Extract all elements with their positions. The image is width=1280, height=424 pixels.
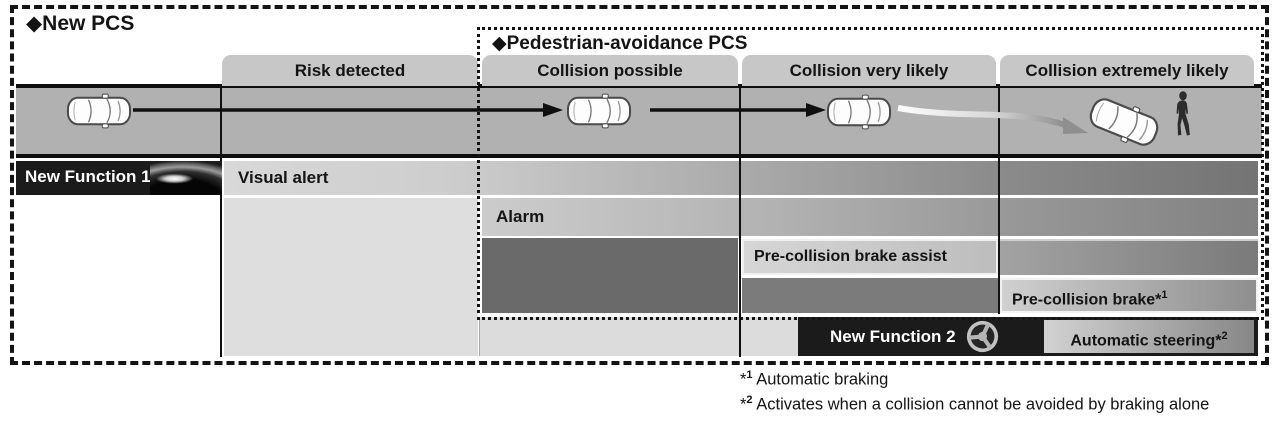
column-line-4 (998, 84, 1000, 314)
column-line-1 (220, 84, 222, 357)
footnote-marker: * (1215, 332, 1222, 350)
header-collision-very-likely: Collision very likely (742, 55, 996, 86)
alarm-label: Alarm (496, 207, 545, 226)
footnote-1: *1 Automatic braking (740, 369, 888, 390)
brake-assist-band-continuation (1000, 239, 1258, 275)
car-swerving-wrap (1083, 90, 1165, 154)
footnote-sup: 2 (1221, 330, 1228, 342)
pre-collision-brake-label: Pre-collision brake (1012, 291, 1156, 309)
dashboard-visual-alert-image (150, 161, 222, 195)
new-pcs-title: ◆New PCS (26, 12, 135, 35)
automatic-steering-label: Automatic steering (1070, 332, 1216, 350)
collision-possible-dark-block (482, 238, 738, 313)
pedestrian-avoidance-pcs-title: ◆Pedestrian-avoidance PCS (492, 33, 748, 54)
footnote-sup: 1 (746, 369, 753, 381)
brake-assist-label: Pre-collision brake assist (754, 248, 947, 265)
car-icon (826, 94, 892, 130)
footnote-sup: 1 (1161, 289, 1168, 301)
bottom-row-light-block (480, 317, 798, 356)
footnote-marker: * (740, 395, 747, 414)
header-collision-extremely-likely: Collision extremely likely (1000, 55, 1254, 86)
footnote-marker: * (740, 370, 747, 389)
arrow-right-icon (650, 103, 826, 117)
pedestrian-icon (1176, 91, 1190, 136)
swerve-arrow-icon (897, 105, 1088, 134)
automatic-steering-band: Automatic steering*2 (1044, 320, 1254, 353)
visual-alert-band: Visual alert (224, 161, 1258, 195)
footnote-text: Activates when a collision cannot be avo… (756, 395, 1210, 414)
pre-collision-brake-band: Pre-collision brake*1 (1000, 278, 1258, 313)
column-line-2-bottom (479, 317, 480, 356)
footnote-marker: * (1155, 291, 1162, 309)
risk-detected-column-block (224, 198, 478, 356)
collision-very-likely-dark-block (742, 278, 998, 313)
car-icon (1089, 98, 1159, 146)
arrow-right-icon (133, 103, 563, 117)
visual-alert-label: Visual alert (238, 168, 329, 187)
new-function-1-label: New Function 1 (25, 167, 151, 186)
footnote-text: Automatic braking (756, 370, 889, 389)
footnote-2: *2 Activates when a collision cannot be … (740, 394, 1209, 415)
car-icon (566, 93, 632, 129)
header-collision-possible: Collision possible (482, 55, 738, 86)
brake-assist-band: Pre-collision brake assist (742, 239, 998, 275)
header-risk-detected: Risk detected (222, 55, 478, 86)
alarm-band: Alarm (482, 198, 1258, 236)
column-line-3 (739, 84, 741, 357)
new-function-2-label: New Function 2 (830, 326, 956, 346)
car-icon (66, 93, 132, 129)
steering-wheel-icon (966, 320, 998, 353)
footnote-sup: 2 (746, 394, 753, 406)
